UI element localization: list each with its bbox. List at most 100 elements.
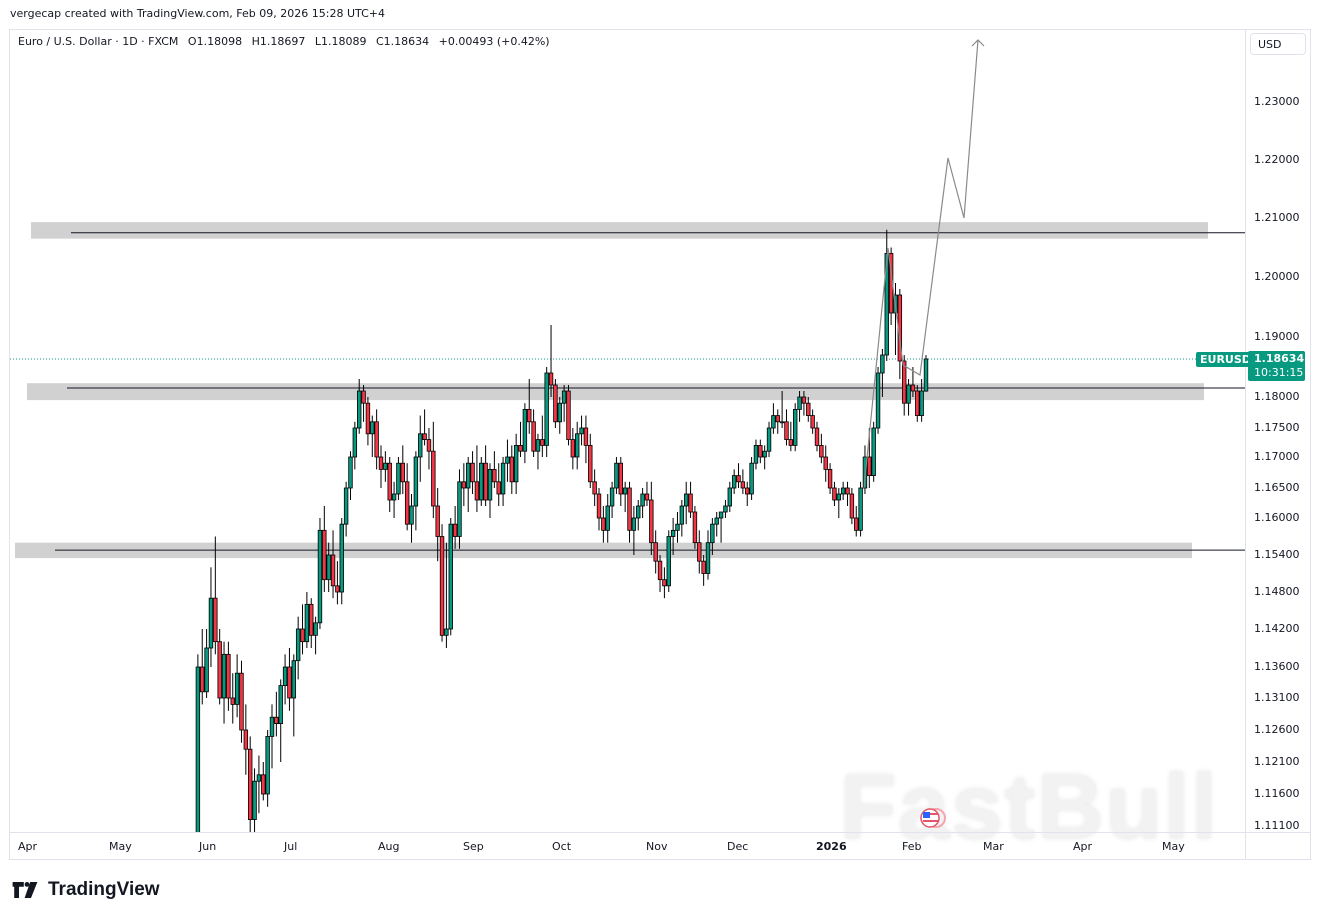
time-tick-label: May: [109, 840, 132, 853]
candle: [531, 409, 536, 457]
candle: [906, 379, 911, 416]
price-tick-label: 1.14800: [1254, 585, 1300, 598]
price-tick-label: 1.17000: [1254, 450, 1300, 463]
candle: [304, 592, 310, 648]
candle: [915, 385, 920, 422]
candle: [221, 641, 227, 724]
candle: [370, 415, 375, 457]
candle: [492, 451, 497, 488]
candle: [827, 463, 833, 494]
candle: [736, 463, 741, 488]
candle: [457, 469, 462, 549]
mid-zone[interactable]: [27, 383, 1204, 401]
candle: [535, 433, 541, 470]
candle: [697, 530, 702, 574]
candle: [840, 481, 846, 500]
price-tick-label: 1.12100: [1254, 755, 1300, 768]
candle: [636, 500, 641, 531]
candle: [265, 730, 270, 807]
legend-low: L1.18089: [314, 35, 367, 48]
candle: [187, 864, 191, 921]
candle: [195, 654, 201, 832]
price-tick-label: 1.11100: [1254, 819, 1300, 832]
candle: [819, 433, 824, 464]
candle: [509, 445, 514, 494]
candle: [274, 691, 279, 737]
candle: [797, 391, 802, 422]
candle: [400, 445, 405, 494]
candle: [653, 530, 658, 574]
candle: [771, 403, 776, 434]
candle: [213, 536, 218, 655]
candle: [666, 530, 671, 592]
symbol-tag: EURUSD: [1196, 352, 1255, 367]
legend-symbol[interactable]: Euro / U.S. Dollar · 1D · FXCM: [18, 35, 179, 48]
candle: [470, 451, 475, 494]
candle: [465, 457, 471, 512]
candle: [200, 629, 205, 705]
candle: [622, 481, 628, 512]
candle: [723, 500, 728, 518]
time-axis[interactable]: [10, 832, 1310, 833]
candle: [758, 439, 763, 464]
tradingview-logo[interactable]: TradingView: [12, 879, 160, 901]
candle: [849, 488, 855, 525]
candle: [710, 518, 715, 555]
candle: [496, 463, 501, 506]
candle: [208, 567, 214, 667]
candle: [618, 457, 623, 506]
candle: [335, 561, 340, 605]
price-tick-label: 1.15400: [1254, 548, 1300, 561]
candle: [627, 481, 632, 543]
tradingview-brand: TradingView: [48, 879, 160, 900]
candle: [561, 385, 567, 422]
candle: [256, 755, 262, 814]
time-tick-label: Dec: [727, 840, 749, 853]
price-tick-label: 1.13600: [1254, 660, 1300, 673]
candle: [204, 629, 209, 698]
candle: [601, 506, 606, 543]
candle: [553, 379, 558, 428]
candle: [718, 511, 724, 543]
projection-path[interactable]: [863, 39, 979, 489]
candle: [749, 457, 754, 500]
candle: [714, 512, 719, 537]
candle: [544, 367, 549, 457]
candle: [688, 481, 693, 518]
time-tick-label: Apr: [1073, 840, 1093, 853]
candle: [505, 439, 510, 482]
candle: [919, 379, 924, 422]
legend-open: O1.18098: [187, 35, 243, 48]
candle: [657, 555, 663, 592]
candle: [596, 488, 602, 531]
time-tick-label: Jul: [284, 840, 298, 853]
candle: [278, 679, 283, 762]
candle: [762, 445, 767, 470]
price-axis[interactable]: [1245, 30, 1246, 860]
candle: [910, 367, 916, 397]
candle: [374, 409, 379, 470]
candle: [396, 457, 401, 500]
price-tick-label: 1.13100: [1254, 691, 1300, 704]
us-flag-event-icon[interactable]: [920, 808, 946, 828]
candle: [330, 530, 336, 599]
candle: [352, 421, 358, 470]
candle: [854, 506, 859, 537]
candle: [832, 481, 837, 506]
candle: [640, 488, 645, 518]
candle: [871, 421, 876, 482]
candle: [579, 415, 584, 446]
currency-button[interactable]: USD: [1250, 33, 1306, 55]
candle: [418, 415, 423, 482]
price-tick-label: 1.17500: [1254, 421, 1300, 434]
candle: [365, 397, 371, 446]
resistance-zone[interactable]: [31, 222, 1208, 239]
candle: [810, 409, 815, 434]
candle: [300, 604, 305, 655]
bar-countdown: 10:31:15: [1254, 366, 1304, 379]
candle: [670, 518, 676, 555]
candle: [500, 457, 506, 506]
price-tick-label: 1.16000: [1254, 511, 1300, 524]
candle: [806, 397, 811, 422]
